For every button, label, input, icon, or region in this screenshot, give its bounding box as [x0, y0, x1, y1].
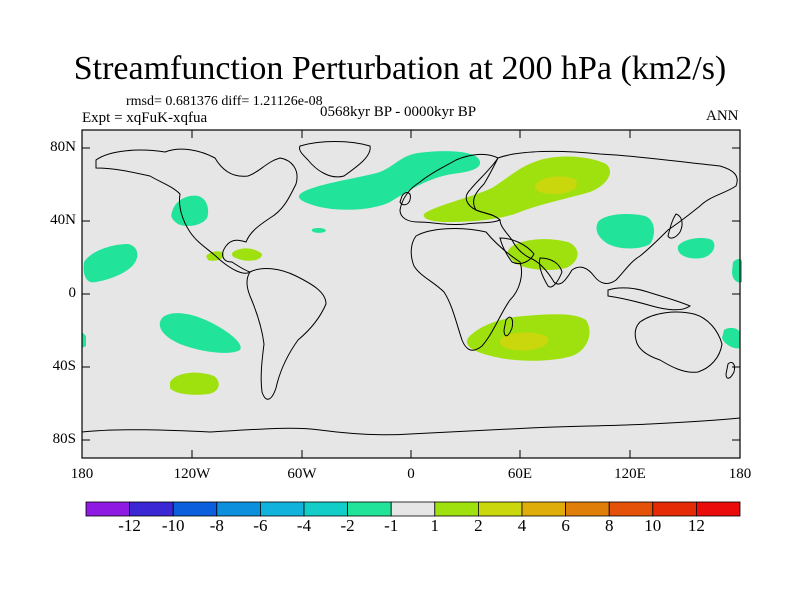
colorbar-label: -6	[253, 516, 268, 535]
colorbar-swatch	[172, 501, 218, 517]
antarctica-coast	[81, 417, 741, 436]
south-indian-core	[499, 332, 549, 351]
coastlines	[81, 141, 741, 436]
map-title: Streamfunction Perturbation at 200 hPa (…	[73, 50, 727, 87]
y-tick-label: 40N	[50, 212, 76, 228]
colorbar-swatch	[390, 501, 436, 517]
y-tick-label: 40S	[52, 358, 76, 374]
west-pacific-negative-region	[677, 238, 715, 259]
colorbar-swatch	[434, 501, 479, 517]
x-axis-ticks	[81, 130, 741, 458]
y-tick-label: 0	[68, 285, 77, 301]
colorbar-swatch	[521, 501, 566, 517]
colorbar-swatch	[216, 501, 261, 517]
africa-coast	[410, 228, 523, 351]
experiment-label: Expt = xqFuK-xqfua	[82, 110, 208, 126]
southwest-pacific-negative-region	[722, 327, 740, 349]
south-america-coast	[246, 268, 327, 400]
small-atlantic-negative-region	[312, 227, 326, 233]
colorbar-label: -12	[118, 516, 141, 535]
australia-coast	[634, 311, 723, 373]
europe-coast	[399, 153, 501, 226]
north-america-coast	[95, 148, 298, 274]
asia-coast	[473, 150, 738, 285]
x-tick-label: 120E	[614, 466, 646, 482]
colorbar-swatch	[477, 501, 523, 517]
colorbar-label: 4	[517, 516, 527, 535]
y-tick-label: 80S	[52, 431, 76, 447]
colorbar-label: -8	[209, 516, 224, 535]
colorbar-label: 6	[561, 516, 570, 535]
y-tick-label: 80N	[50, 139, 76, 155]
colorbar-label: 2	[474, 516, 483, 535]
uk-coast	[399, 192, 411, 206]
colorbar-swatch	[85, 501, 130, 517]
x-tick-label: 180	[70, 466, 94, 482]
colorbar-label: -2	[340, 516, 355, 535]
colorbar-swatch	[129, 501, 174, 517]
new-zealand-coast	[725, 361, 735, 379]
strong-positive-cores	[499, 176, 577, 351]
colorbar-label: 12	[687, 516, 705, 535]
colorbar-label: 1	[430, 516, 440, 535]
colorbar-swatch	[565, 501, 610, 517]
colorbar	[85, 501, 741, 517]
x-tick-label: 60E	[507, 466, 533, 482]
colorbar-label: -10	[161, 516, 185, 535]
south-pacific-negative-region	[159, 313, 241, 353]
season-label: ANN	[706, 108, 739, 124]
central-pacific-negative-region	[83, 244, 138, 283]
colorbar-swatch	[608, 501, 654, 517]
japan-coast	[667, 213, 683, 239]
eurasia-core	[534, 176, 577, 194]
south-pacific-positive-region	[170, 372, 219, 395]
period-label: 0568kyr BP - 0000kyr BP	[320, 104, 477, 120]
north-pacific-negative-region	[171, 195, 209, 226]
colorbar-swatch	[259, 501, 305, 517]
western-edge-negative-region	[82, 332, 86, 348]
east-asia-negative-region	[596, 214, 655, 249]
colorbar-swatch	[652, 501, 697, 517]
colorbar-swatch	[347, 501, 392, 517]
colorbar-swatch	[303, 501, 348, 517]
southeast-asia-islands-coast	[607, 287, 691, 311]
y-axis-ticks	[82, 147, 740, 441]
north-atlantic-negative-region	[298, 151, 481, 210]
colorbar-label: 8	[604, 516, 614, 535]
x-tick-label: 180	[728, 466, 752, 482]
colorbar-label: -4	[296, 516, 312, 535]
x-tick-label: 120W	[173, 466, 211, 482]
colorbar-swatch	[696, 501, 741, 517]
colorbar-label: 10	[644, 516, 662, 535]
x-tick-label: 60W	[287, 466, 317, 482]
madagascar-coast	[503, 316, 513, 337]
india-coast	[539, 257, 563, 288]
x-tick-label: 0	[407, 466, 415, 482]
atlantic-positive-region	[232, 248, 262, 261]
stats-text: rmsd= 0.681376 diff= 1.21126e-08	[126, 94, 323, 109]
colorbar-label: -1	[384, 516, 399, 535]
arabia-coast	[499, 237, 535, 265]
greenland-coast	[299, 141, 371, 178]
